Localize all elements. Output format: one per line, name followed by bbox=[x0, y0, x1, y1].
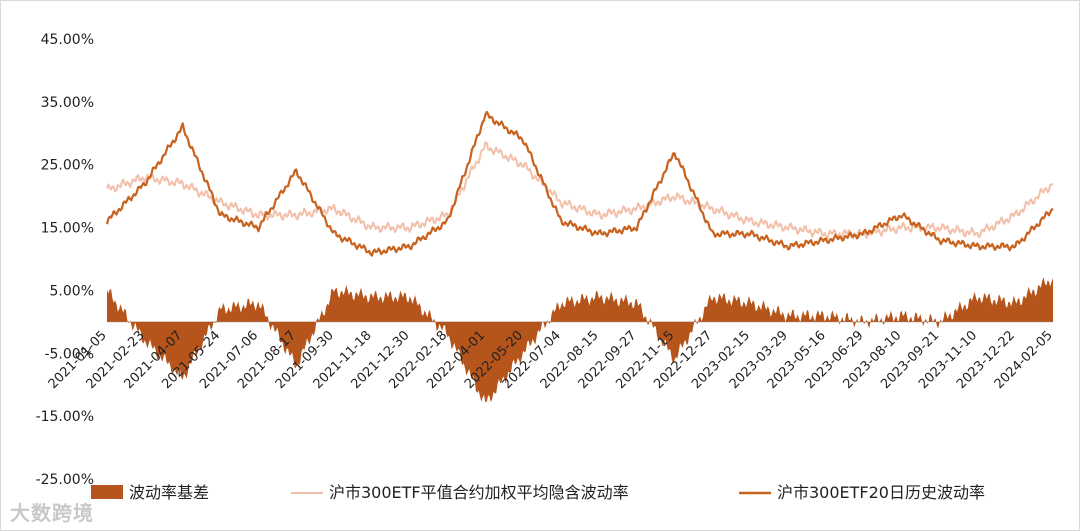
legend-swatch-basis bbox=[91, 485, 123, 499]
legend-label-historical-vol: 沪市300ETF20日历史波动率 bbox=[777, 483, 985, 502]
legend: 波动率基差 沪市300ETF平值合约加权平均隐含波动率 沪市300ETF20日历史波… bbox=[91, 483, 985, 502]
series-line-historical-vol bbox=[105, 110, 1054, 257]
legend-label-implied-vol: 沪市300ETF平值合约加权平均隐含波动率 bbox=[329, 483, 629, 502]
y-tick-label: 45.00% bbox=[41, 32, 94, 48]
y-tick-label: -15.00% bbox=[36, 409, 94, 425]
watermark: 大数跨境 bbox=[10, 501, 94, 525]
series-area-basis bbox=[107, 277, 1053, 403]
y-tick-label: 35.00% bbox=[41, 95, 94, 111]
y-tick-label: -25.00% bbox=[36, 472, 94, 488]
y-tick-label: 5.00% bbox=[50, 283, 94, 299]
y-tick-label: -5.00% bbox=[44, 346, 94, 362]
y-tick-label: 15.00% bbox=[41, 221, 94, 237]
legend-label-basis: 波动率基差 bbox=[129, 483, 209, 502]
series-line-implied-vol bbox=[106, 141, 1054, 240]
y-tick-label: 25.00% bbox=[41, 158, 94, 174]
